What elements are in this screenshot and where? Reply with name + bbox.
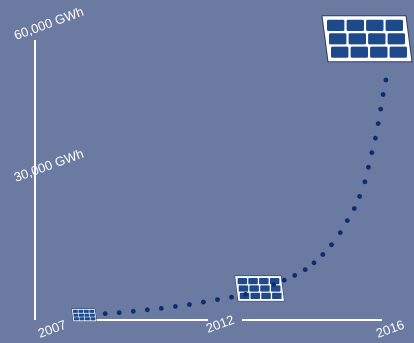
solar-cell bbox=[90, 317, 96, 321]
solar-cell bbox=[259, 278, 269, 285]
data-point bbox=[271, 282, 276, 287]
data-point bbox=[383, 77, 389, 83]
solar-cell bbox=[366, 19, 384, 31]
solar-cell bbox=[249, 285, 259, 292]
solar-cell bbox=[329, 33, 347, 45]
data-point bbox=[357, 194, 362, 199]
data-point bbox=[380, 92, 386, 97]
data-point bbox=[329, 242, 334, 248]
data-point bbox=[130, 308, 136, 314]
data-point bbox=[344, 218, 350, 224]
data-point bbox=[229, 294, 234, 300]
solar-cell bbox=[368, 33, 386, 45]
data-point bbox=[158, 306, 164, 311]
solar-cell bbox=[78, 309, 84, 313]
solar-cell bbox=[248, 278, 258, 285]
solar-panel-icon-large bbox=[321, 15, 413, 63]
solar-cell bbox=[272, 292, 282, 299]
solar-cell bbox=[387, 33, 405, 45]
solar-cell bbox=[346, 19, 364, 31]
solar-cell bbox=[260, 285, 270, 292]
solar-cell bbox=[79, 313, 84, 317]
data-point bbox=[292, 273, 298, 278]
solar-cell bbox=[250, 292, 260, 299]
solar-cell bbox=[73, 313, 79, 317]
data-point bbox=[369, 150, 375, 156]
data-point bbox=[102, 311, 108, 317]
data-point bbox=[373, 135, 378, 141]
data-point bbox=[375, 121, 381, 126]
data-point bbox=[366, 164, 371, 170]
solar-cell bbox=[89, 313, 95, 317]
solar-cell bbox=[83, 309, 89, 313]
data-point bbox=[362, 179, 368, 185]
data-point bbox=[337, 230, 343, 236]
solar-cell bbox=[370, 46, 388, 58]
data-point bbox=[215, 297, 220, 302]
data-point bbox=[187, 302, 192, 307]
data-point bbox=[201, 299, 206, 305]
data-point bbox=[302, 267, 308, 272]
data-point bbox=[351, 206, 357, 211]
solar-cell bbox=[389, 46, 407, 58]
solar-cell bbox=[84, 313, 90, 317]
data-point bbox=[378, 106, 384, 112]
data-point bbox=[281, 277, 287, 283]
solar-cell bbox=[85, 317, 90, 321]
solar-cell bbox=[74, 317, 79, 321]
solar-cell bbox=[331, 46, 349, 58]
solar-cell bbox=[350, 46, 368, 58]
solar-cell bbox=[327, 19, 345, 31]
solar-cell bbox=[89, 309, 95, 313]
data-point bbox=[173, 304, 178, 309]
data-point bbox=[320, 252, 326, 257]
data-point bbox=[144, 307, 150, 313]
solar-cell bbox=[385, 19, 403, 31]
solar-cell bbox=[238, 285, 249, 292]
data-point bbox=[311, 260, 317, 266]
solar-cell bbox=[261, 292, 271, 299]
solar-cell bbox=[237, 278, 248, 285]
solar-cell bbox=[79, 317, 85, 321]
data-point bbox=[116, 310, 122, 316]
solar-cell bbox=[72, 309, 78, 313]
data-point bbox=[243, 291, 249, 297]
solar-panel-icon-medium bbox=[234, 275, 285, 302]
solar-panel-icon-small bbox=[71, 308, 97, 322]
solar-cell bbox=[348, 33, 366, 45]
